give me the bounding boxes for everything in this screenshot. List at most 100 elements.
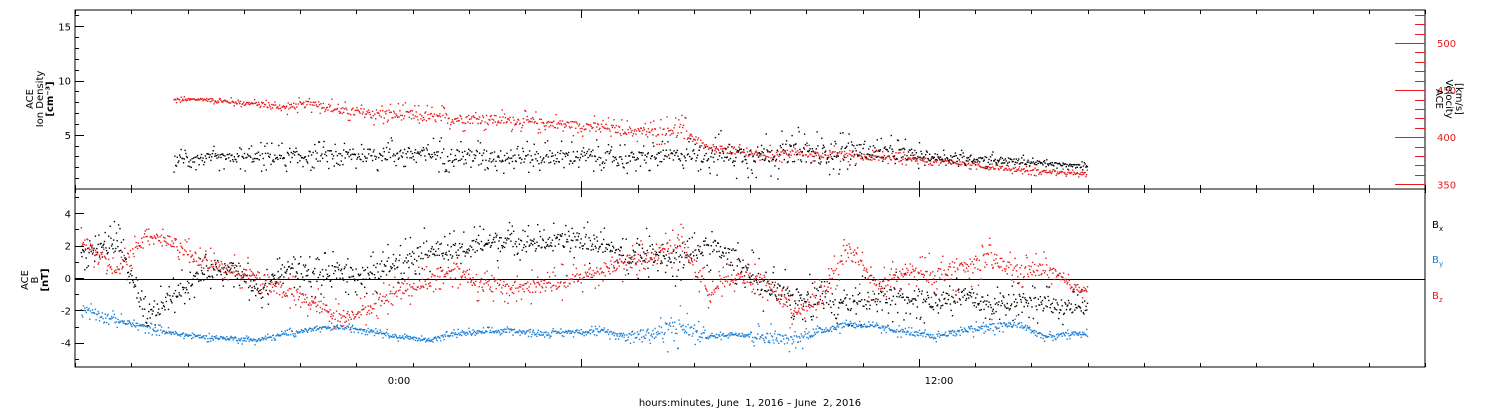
data-point-By: [404, 336, 407, 338]
data-point-By: [528, 329, 530, 331]
data-point-Bx: [243, 275, 245, 277]
data-point-By: [697, 339, 699, 341]
data-point-right: [1007, 169, 1009, 171]
data-point-left: [532, 165, 535, 167]
data-point-right: [454, 118, 457, 120]
data-point-left: [240, 148, 242, 150]
data-point-Bx: [775, 295, 777, 298]
data-point-By: [650, 333, 653, 336]
data-point-By: [82, 305, 85, 307]
data-point-right: [383, 117, 385, 119]
data-point-left: [482, 152, 485, 154]
data-point-left: [863, 143, 865, 145]
data-point-right: [775, 151, 778, 154]
data-point-left: [905, 159, 907, 161]
data-point-By: [1020, 326, 1022, 328]
data-point-right: [210, 100, 213, 102]
data-point-left: [725, 156, 728, 159]
data-point-By: [274, 338, 277, 341]
data-point-right: [700, 145, 703, 147]
data-point-By: [291, 330, 293, 332]
data-point-right: [740, 151, 742, 153]
data-point-By: [714, 335, 716, 337]
data-point-Bx: [602, 251, 604, 253]
data-point-Bx: [224, 263, 226, 265]
data-point-right: [425, 111, 427, 113]
data-point-Bx: [821, 292, 824, 295]
data-point-Bx: [500, 237, 502, 239]
data-point-left: [341, 155, 343, 157]
data-point-By: [641, 336, 643, 338]
data-point-Bx: [174, 311, 176, 314]
data-point-Bx: [366, 292, 368, 295]
data-point-Bx: [789, 304, 791, 306]
data-point-Bx: [84, 249, 87, 251]
data-point-left: [857, 154, 859, 157]
data-point-left: [805, 161, 807, 163]
data-point-By: [236, 339, 239, 342]
data-point-left: [189, 159, 192, 161]
data-point-right: [555, 113, 557, 116]
data-point-By: [812, 328, 814, 330]
data-point-By: [1061, 335, 1063, 337]
data-point-By: [1070, 333, 1072, 336]
data-point-By: [816, 331, 818, 334]
data-point-left: [727, 146, 729, 148]
data-point-Bx: [212, 276, 214, 279]
data-point-left: [1079, 166, 1082, 169]
data-point-right: [660, 119, 662, 121]
data-point-Bx: [184, 302, 186, 305]
data-point-By: [717, 336, 719, 339]
data-point-right: [461, 122, 464, 124]
data-point-left: [477, 140, 479, 142]
data-point-Bx: [284, 271, 286, 273]
data-point-Bx: [596, 240, 599, 242]
data-point-right: [551, 121, 553, 123]
data-point-left: [528, 150, 531, 152]
data-point-left: [821, 147, 824, 150]
data-point-left: [307, 155, 310, 157]
data-point-Bx: [108, 247, 111, 249]
data-point-left: [335, 150, 337, 153]
data-point-right: [860, 157, 862, 160]
data-point-Bx: [112, 248, 114, 250]
data-point-left: [647, 152, 650, 154]
data-point-Bx: [448, 250, 450, 252]
data-point-right: [236, 103, 239, 105]
data-point-right: [852, 155, 854, 157]
data-point-Bx: [589, 262, 591, 265]
data-point-left: [203, 161, 206, 163]
data-point-Bx: [702, 240, 705, 242]
data-point-left: [484, 169, 486, 171]
data-point-left: [525, 155, 528, 157]
data-point-By: [679, 323, 681, 325]
data-point-By: [146, 325, 148, 327]
data-point-left: [1076, 166, 1078, 168]
data-point-left: [828, 161, 830, 163]
data-point-right: [499, 116, 501, 118]
data-point-Bx: [174, 289, 177, 292]
data-point-right: [492, 122, 494, 124]
data-point-By: [672, 325, 675, 327]
data-point-right: [1012, 167, 1014, 169]
data-point-left: [868, 154, 871, 156]
data-point-Bx: [688, 237, 691, 240]
data-point-Bx: [428, 250, 430, 252]
data-point-By: [82, 316, 84, 318]
data-point-left: [186, 156, 189, 159]
data-point-right: [290, 103, 292, 106]
data-point-By: [179, 335, 182, 337]
data-point-Bx: [135, 277, 137, 279]
data-point-left: [860, 153, 863, 155]
data-point-By: [778, 342, 780, 344]
data-point-left: [753, 160, 755, 162]
data-point-Bx: [316, 257, 319, 259]
data-point-By: [143, 325, 145, 328]
data-point-By: [230, 335, 232, 338]
data-point-right: [601, 125, 603, 128]
data-point-left: [708, 167, 710, 169]
data-point-Bx: [484, 244, 486, 246]
data-point-right: [486, 122, 489, 124]
data-point-By: [273, 337, 275, 339]
data-point-left: [551, 152, 553, 154]
